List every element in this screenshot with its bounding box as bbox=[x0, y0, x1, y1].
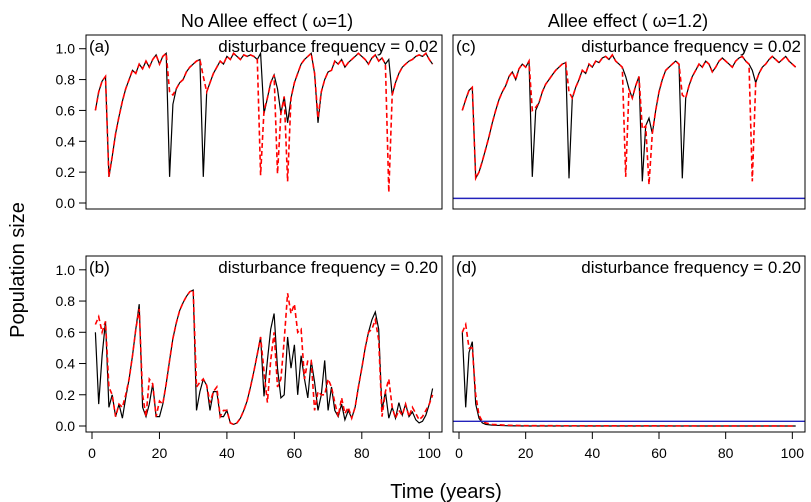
panel-annotation: disturbance frequency = 0.02 bbox=[218, 37, 438, 56]
x-tick-label: 100 bbox=[781, 445, 805, 461]
panel-frame bbox=[452, 255, 806, 433]
x-tick-label: 80 bbox=[718, 445, 734, 461]
panel-annotation: disturbance frequency = 0.02 bbox=[581, 37, 801, 56]
series-line-black bbox=[94, 289, 434, 426]
y-tick-label: 0.4 bbox=[56, 356, 76, 372]
x-tick-label: 0 bbox=[88, 445, 96, 461]
panel-annotation: disturbance frequency = 0.20 bbox=[218, 258, 438, 277]
y-axis-label: Population size bbox=[7, 202, 29, 338]
y-tick-label: 0.6 bbox=[56, 324, 76, 340]
panel-a: 0.0 0.2 0.4 0.6 0.8 1.0 (a) disturbance frequen… bbox=[56, 34, 443, 211]
panel-frame bbox=[85, 255, 443, 433]
panel-c: (c) disturbance frequency = 0.02 bbox=[452, 34, 806, 210]
y-tick-label: 1.0 bbox=[56, 262, 76, 278]
y-tick-label: 0.0 bbox=[56, 418, 76, 434]
x-tick-label: 60 bbox=[651, 445, 667, 461]
panels: 0.0 0.2 0.4 0.6 0.8 1.0 (a) disturbance frequen… bbox=[56, 34, 806, 461]
panel-frame bbox=[452, 34, 806, 210]
x-tick-label: 0 bbox=[455, 445, 463, 461]
series-line-red bbox=[94, 51, 434, 193]
y-tick-label: 0.2 bbox=[56, 164, 76, 180]
y-tick-label: 0.4 bbox=[56, 133, 76, 149]
column-title-left: No Allee effect ( ω=1) bbox=[181, 11, 353, 31]
y-tick-label: 1.0 bbox=[56, 41, 76, 57]
series-line-red bbox=[461, 321, 796, 427]
panel-label: (c) bbox=[456, 37, 476, 56]
x-tick-label: 60 bbox=[287, 445, 303, 461]
panel-b: 0.0 0.2 0.4 0.6 0.8 1.0 0 20 40 60 80 100 (b) disturb… bbox=[56, 255, 443, 461]
panel-annotation: disturbance frequency = 0.20 bbox=[581, 258, 801, 277]
series-line-black bbox=[461, 53, 797, 182]
y-tick-label: 0.6 bbox=[56, 102, 76, 118]
panel-label: (a) bbox=[89, 37, 110, 56]
series-line-black bbox=[461, 332, 796, 427]
x-axis-label: Time (years) bbox=[390, 481, 501, 502]
panel-d: 0 20 40 60 80 100 (d) disturbance frequency = 0… bbox=[452, 255, 806, 461]
y-tick-label: 0.0 bbox=[56, 195, 76, 211]
y-tick-label: 0.8 bbox=[56, 72, 76, 88]
x-tick-label: 20 bbox=[152, 445, 168, 461]
panel-frame bbox=[85, 34, 443, 210]
panel-label: (d) bbox=[456, 258, 477, 277]
y-tick-label: 0.2 bbox=[56, 387, 76, 403]
column-title-right: Allee effect ( ω=1.2) bbox=[548, 11, 708, 31]
x-tick-label: 40 bbox=[219, 445, 235, 461]
y-tick-label: 0.8 bbox=[56, 293, 76, 309]
x-tick-label: 80 bbox=[354, 445, 370, 461]
x-tick-label: 40 bbox=[585, 445, 601, 461]
x-tick-label: 100 bbox=[418, 445, 442, 461]
panel-label: (b) bbox=[89, 258, 110, 277]
series-line-red bbox=[461, 53, 797, 185]
series-line-red bbox=[94, 288, 434, 426]
x-tick-label: 20 bbox=[518, 445, 534, 461]
